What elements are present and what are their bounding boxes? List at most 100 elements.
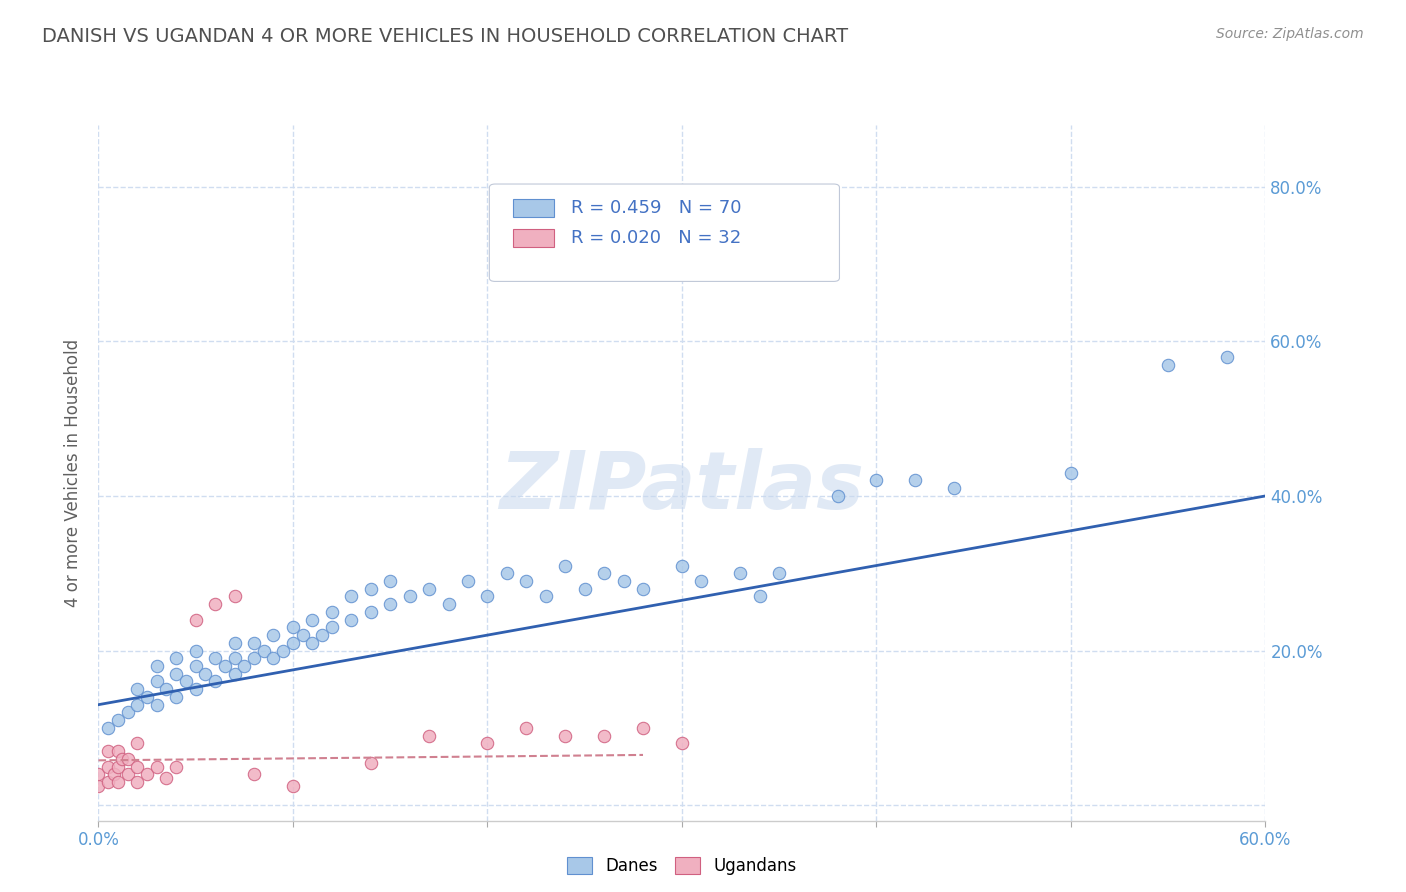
Point (214, 659, 236, 673)
Point (378, 574, 402, 588)
Point (554, 558, 576, 573)
Point (477, 736, 499, 750)
Point (321, 620, 343, 634)
Point (111, 752, 134, 766)
Point (224, 651, 246, 665)
Point (768, 566, 790, 581)
Point (97, 759, 120, 773)
Point (457, 574, 479, 588)
Point (233, 659, 256, 673)
Point (748, 590, 770, 604)
Point (97, 721, 120, 735)
Point (224, 636, 246, 650)
Point (87, 767, 110, 781)
Point (204, 674, 226, 689)
Point (340, 590, 363, 604)
Point (107, 744, 129, 758)
Point (281, 636, 304, 650)
Point (87, 779, 110, 793)
Text: ZIPatlas: ZIPatlas (499, 448, 865, 525)
Point (271, 643, 294, 657)
Point (107, 759, 129, 773)
Point (262, 651, 284, 665)
Point (155, 682, 177, 697)
Point (631, 721, 654, 735)
Point (360, 582, 382, 596)
Point (174, 674, 197, 689)
Point (127, 775, 149, 789)
Point (136, 690, 159, 704)
Point (690, 574, 713, 588)
Point (730, 566, 752, 581)
Point (671, 558, 693, 573)
Point (136, 767, 159, 781)
Point (243, 636, 266, 650)
Text: R = 0.020   N = 32: R = 0.020 N = 32 (571, 228, 741, 246)
Point (593, 729, 616, 743)
Point (671, 736, 693, 750)
Legend: Danes, Ugandans: Danes, Ugandans (561, 850, 803, 882)
Point (243, 767, 266, 781)
Point (117, 706, 139, 720)
Point (631, 582, 654, 596)
Point (301, 636, 323, 650)
Point (204, 597, 226, 611)
Point (1215, 350, 1237, 364)
Point (495, 566, 517, 581)
Point (146, 674, 169, 689)
Point (127, 698, 149, 712)
Point (97, 775, 120, 789)
Point (613, 574, 636, 588)
Point (194, 666, 217, 681)
Point (515, 574, 537, 588)
Point (360, 605, 382, 619)
Point (865, 474, 887, 488)
Point (146, 659, 169, 673)
Point (184, 643, 207, 657)
Point (378, 597, 402, 611)
FancyBboxPatch shape (489, 184, 839, 281)
FancyBboxPatch shape (513, 199, 554, 217)
Point (554, 729, 576, 743)
Point (593, 566, 616, 581)
Point (398, 590, 420, 604)
Point (515, 721, 537, 735)
Point (262, 628, 284, 642)
Text: Source: ZipAtlas.com: Source: ZipAtlas.com (1216, 27, 1364, 41)
Point (311, 628, 333, 642)
Point (477, 590, 499, 604)
Point (127, 759, 149, 773)
Point (437, 597, 460, 611)
Point (534, 590, 557, 604)
Point (184, 682, 207, 697)
Point (1060, 466, 1083, 480)
Point (243, 651, 266, 665)
Point (165, 651, 187, 665)
Point (107, 713, 129, 727)
Point (1157, 358, 1180, 372)
Y-axis label: 4 or more Vehicles in Household: 4 or more Vehicles in Household (65, 339, 83, 607)
Point (418, 582, 440, 596)
Point (127, 682, 149, 697)
Point (204, 651, 226, 665)
Point (97, 744, 120, 758)
Point (301, 613, 323, 627)
Point (146, 698, 169, 712)
Point (904, 474, 927, 488)
Point (224, 590, 246, 604)
Point (340, 613, 363, 627)
Point (165, 690, 187, 704)
Point (117, 767, 139, 781)
Point (943, 481, 966, 495)
Text: R = 0.459   N = 70: R = 0.459 N = 70 (571, 199, 741, 217)
Text: DANISH VS UGANDAN 4 OR MORE VEHICLES IN HOUSEHOLD CORRELATION CHART: DANISH VS UGANDAN 4 OR MORE VEHICLES IN … (42, 27, 848, 45)
FancyBboxPatch shape (513, 229, 554, 246)
Point (107, 775, 129, 789)
Point (165, 666, 187, 681)
Point (224, 666, 246, 681)
Point (127, 736, 149, 750)
Point (291, 628, 314, 642)
Point (281, 779, 304, 793)
Point (281, 620, 304, 634)
Point (418, 729, 440, 743)
